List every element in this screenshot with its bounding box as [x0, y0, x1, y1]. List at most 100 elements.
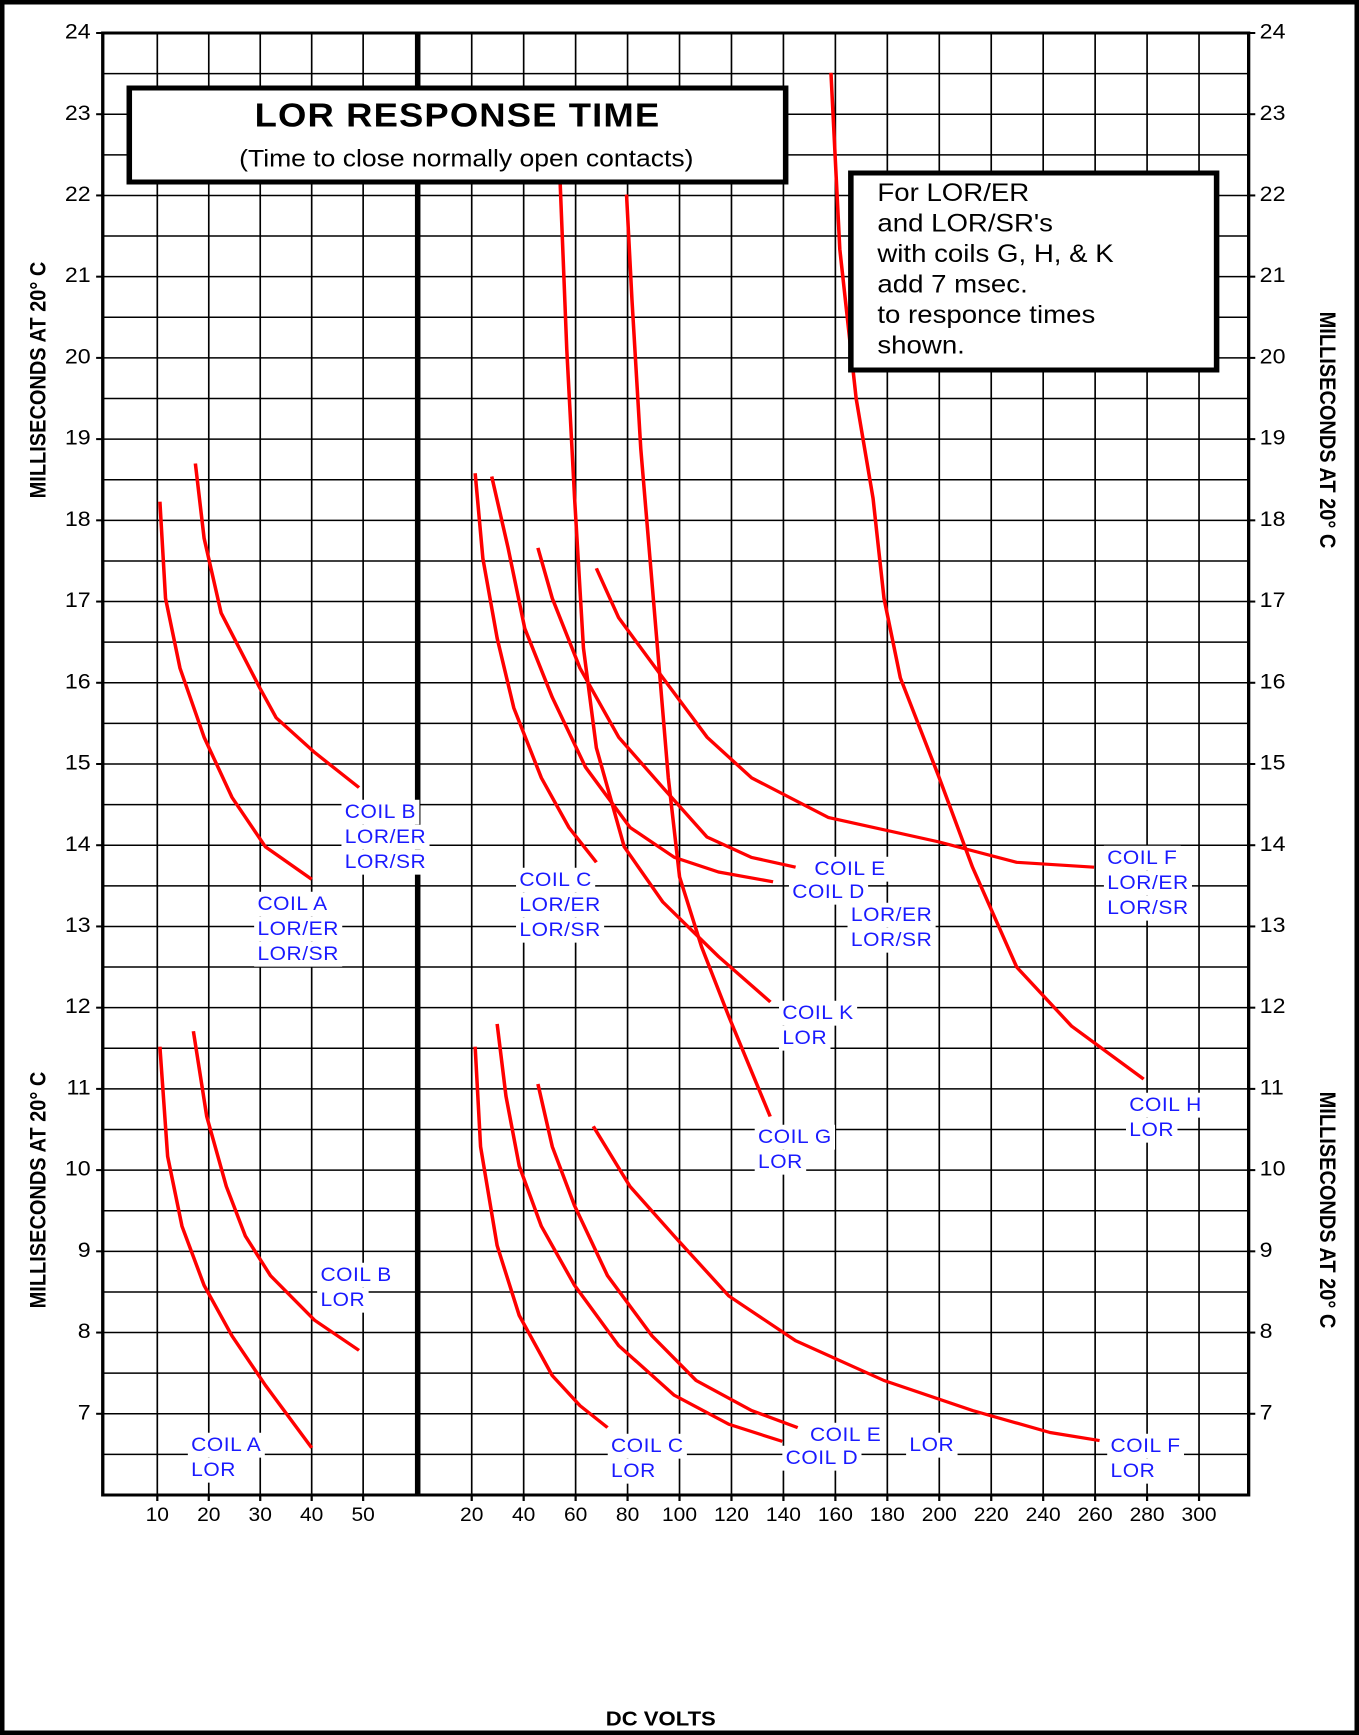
curve-label: LOR [1111, 1461, 1156, 1482]
x-tick-label: 20 [460, 1505, 483, 1526]
curve-label-bg [847, 902, 936, 928]
x-tick-label: 160 [818, 1505, 853, 1526]
curve [193, 463, 361, 789]
y2-tick-label: 20 [1260, 344, 1286, 368]
curve [158, 1046, 314, 1449]
curve-label: COIL A [257, 894, 327, 915]
curve-label-bg [754, 1124, 836, 1150]
y-tick-label: 8 [78, 1319, 91, 1343]
curve-label: COIL G [758, 1127, 832, 1148]
curve-label: COIL D [786, 1448, 859, 1469]
y2-tick-label: 17 [1260, 588, 1286, 612]
curve-label: LOR/SR [851, 930, 932, 951]
x-tick-label: 60 [564, 1505, 587, 1526]
curve-label: COIL K [782, 1003, 853, 1024]
y-tick-label: 13 [65, 913, 91, 937]
y-tick-label: 16 [65, 669, 91, 693]
curve-label: LOR/SR [345, 852, 426, 873]
curve-label: LOR [758, 1152, 803, 1173]
curve-label-bg [1125, 1092, 1206, 1118]
curve-label-bg [341, 824, 430, 850]
y-tick-label: 15 [65, 751, 91, 775]
note-line: For LOR/ER [877, 178, 1029, 206]
curve [489, 476, 774, 884]
y-tick-label: 21 [65, 263, 91, 287]
curve [536, 1083, 799, 1430]
curve-label: LOR [782, 1028, 827, 1049]
curve-label-bg [1103, 895, 1192, 921]
x-tick-label: 40 [300, 1505, 323, 1526]
curve-label: LOR [1129, 1120, 1174, 1141]
y-tick-label: 20 [65, 344, 91, 368]
note-line: and LOR/SR's [877, 209, 1053, 237]
curve-label-bg [607, 1458, 660, 1484]
note-line: shown. [877, 331, 964, 359]
curve-label-bg [906, 1432, 958, 1458]
x-tick-label: 240 [1026, 1505, 1061, 1526]
note-line: add 7 msec. [877, 270, 1027, 298]
note-line: with coils G, H, & K [876, 239, 1114, 267]
curve [473, 473, 598, 864]
x-tick-label: 80 [616, 1505, 639, 1526]
curve-label: COIL D [792, 882, 865, 903]
y-tick-label: 7 [78, 1400, 91, 1424]
curve-label-bg [754, 1149, 807, 1175]
x-tick-label: 40 [512, 1505, 535, 1526]
y2-tick-label: 7 [1260, 1400, 1273, 1424]
curve-label-bg [847, 927, 936, 953]
curve-label-bg [607, 1433, 687, 1459]
curve-label: COIL A [191, 1435, 261, 1456]
y2-tick-label: 11 [1260, 1075, 1284, 1099]
curve-label: COIL B [320, 1265, 391, 1286]
curve-label-bg [1107, 1458, 1159, 1484]
curve-label-bg [516, 917, 605, 943]
curve [594, 567, 1095, 869]
x-tick-label: 260 [1078, 1505, 1113, 1526]
x-tick-label: 30 [249, 1505, 272, 1526]
curve-label: LOR [611, 1461, 656, 1482]
curve-label-bg [254, 891, 332, 917]
x-tick-label: 20 [197, 1505, 220, 1526]
plot-frame [101, 31, 1251, 1497]
y2-tick-label: 9 [1260, 1238, 1273, 1262]
curve-label-bg [811, 856, 890, 882]
y-axis-label: MILLISECONDS AT 20° C [27, 1072, 51, 1309]
y-tick-label: 10 [65, 1157, 91, 1181]
curve-label-bg [1125, 1117, 1178, 1143]
curve [536, 547, 797, 869]
note-line: to responce times [877, 300, 1095, 328]
curve-label: LOR/ER [257, 919, 338, 940]
curve-label-bg [187, 1457, 240, 1483]
title-box [126, 85, 789, 185]
note-box [848, 170, 1220, 373]
curve-label: COIL E [814, 859, 885, 880]
curve-label-bg [187, 1432, 265, 1458]
curve-label: COIL F [1107, 848, 1177, 869]
curve [473, 1046, 609, 1429]
y2-tick-label: 13 [1260, 913, 1286, 937]
y2-tick-label: 18 [1260, 507, 1286, 531]
y2-tick-label: 23 [1260, 101, 1286, 125]
curve-label: LOR/ER [519, 895, 600, 916]
curve-label: LOR/SR [257, 944, 338, 965]
curve-label: LOR [191, 1460, 236, 1481]
curve-label-bg [254, 941, 343, 967]
y2-tick-label: 10 [1260, 1157, 1286, 1181]
y-tick-label: 14 [65, 832, 91, 856]
curve-label-bg [317, 1287, 369, 1313]
curve-label: LOR [320, 1290, 365, 1311]
y2-tick-label: 14 [1260, 832, 1286, 856]
curve-label-bg [779, 1000, 858, 1026]
curve-label-bg [1107, 1433, 1185, 1459]
chart-title: LOR RESPONSE TIME [255, 98, 661, 134]
curve-label: COIL B [345, 802, 416, 823]
y2-tick-label: 19 [1260, 426, 1286, 450]
curve-label-bg [782, 1445, 862, 1471]
y2-tick-label: 8 [1260, 1319, 1273, 1343]
curve [158, 501, 313, 881]
y-tick-label: 18 [65, 507, 91, 531]
curve-label: LOR [909, 1435, 954, 1456]
y2-tick-label: 12 [1260, 994, 1286, 1018]
